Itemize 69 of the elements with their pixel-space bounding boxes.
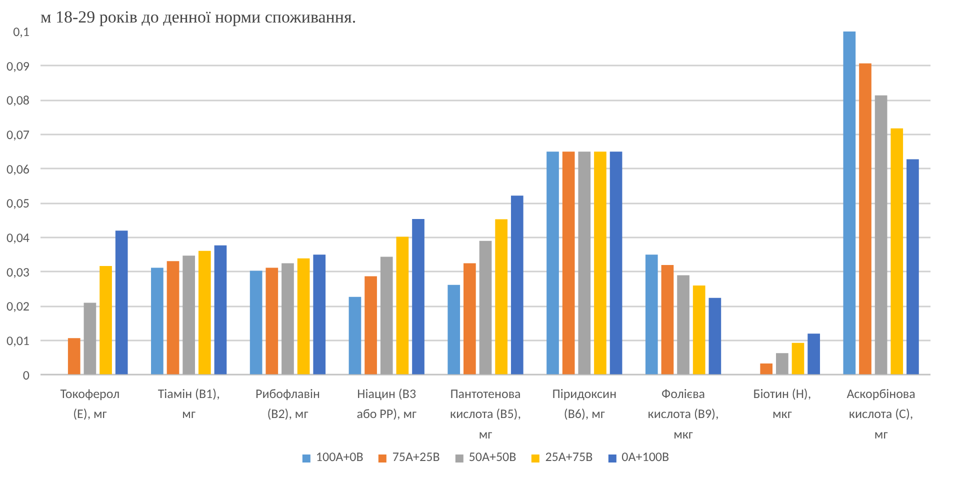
bar (708, 298, 722, 375)
bar (348, 296, 362, 375)
bar (68, 338, 80, 375)
x-tick-label: Фолієва кислота (В9), мкг (648, 386, 719, 442)
y-tick-label: 0,1 (13, 25, 30, 40)
bar (313, 254, 326, 375)
x-tick-label: Пантотенова кислота (В5), мг (450, 386, 521, 442)
legend-label: 25A+75B (545, 450, 593, 465)
bar (448, 284, 460, 375)
bar (266, 268, 278, 375)
bar (282, 263, 294, 375)
bar (198, 250, 211, 375)
bar (510, 196, 524, 375)
x-tick-label: Піридоксин (В6), мг (552, 386, 617, 422)
bar (594, 152, 606, 375)
y-tick-label: 0,02 (6, 300, 30, 315)
y-tick-label: 0,07 (6, 128, 30, 143)
legend-label: 100A+0B (316, 450, 364, 465)
bar (645, 254, 658, 375)
bar (380, 256, 393, 375)
x-tick-label: Аскорбінова кислота (С), мг (846, 386, 916, 442)
bar (396, 236, 409, 375)
bar (364, 276, 377, 375)
x-tick-label: Тіамін (В1), мг (158, 386, 220, 422)
x-tick-label: Токоферол (Е), мг (60, 386, 120, 422)
legend-label: 75A+25B (392, 450, 440, 465)
bar (546, 152, 559, 375)
bar (464, 263, 476, 375)
bar (808, 334, 820, 375)
bar (214, 245, 227, 375)
bar (479, 240, 492, 375)
bar (890, 128, 904, 375)
bar (115, 230, 128, 375)
chart-title: м 18-29 років до денної норми споживання. (40, 8, 356, 26)
bar (151, 268, 164, 375)
bar (297, 258, 310, 375)
bar (874, 95, 888, 375)
bar (166, 261, 180, 375)
bar (661, 264, 674, 375)
legend-label: 50A+50B (468, 450, 516, 465)
y-tick-label: 0,09 (6, 59, 30, 74)
bar (760, 363, 773, 375)
x-tick-label: Біотин (Н), мкг (753, 386, 812, 422)
bar (412, 218, 424, 375)
y-tick-label: 0,05 (6, 196, 30, 212)
bar (100, 266, 112, 375)
y-tick-label: 0 (22, 368, 30, 384)
legend-label: 0A+100B (622, 450, 670, 465)
bar (182, 256, 196, 375)
bar (84, 302, 96, 375)
x-tick-label: Ніацин (В3 або РР), мг (356, 386, 418, 422)
bar (692, 286, 706, 375)
bar (859, 63, 872, 375)
bar (906, 159, 919, 375)
bar (562, 152, 575, 375)
y-tick-label: 0,06 (6, 162, 30, 178)
bar (776, 353, 788, 375)
y-tick-label: 0,03 (6, 265, 30, 280)
bar (578, 152, 591, 375)
bar (495, 219, 508, 375)
bar (843, 32, 856, 375)
y-tick-label: 0,04 (6, 230, 30, 246)
x-tick-label: Рибофлавін (В2), мг (256, 386, 320, 422)
bar (250, 270, 262, 375)
bar (677, 275, 690, 375)
bar (792, 342, 804, 375)
bar (610, 152, 622, 375)
y-tick-label: 0,01 (6, 334, 30, 349)
y-tick-label: 0,08 (6, 94, 30, 109)
